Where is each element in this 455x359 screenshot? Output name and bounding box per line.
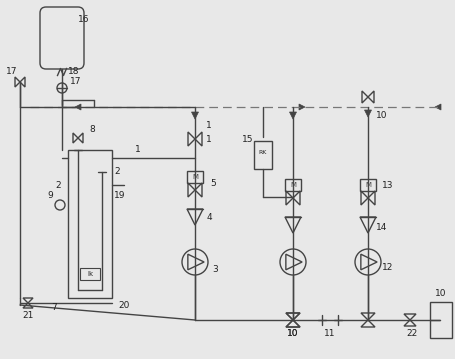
Text: 10: 10 bbox=[375, 111, 387, 120]
Text: 7: 7 bbox=[51, 303, 57, 312]
Text: 5: 5 bbox=[210, 178, 215, 187]
Text: M: M bbox=[289, 182, 295, 188]
Text: 10: 10 bbox=[287, 330, 298, 339]
Text: 3: 3 bbox=[212, 266, 217, 275]
Text: 2: 2 bbox=[114, 168, 120, 177]
Text: 17: 17 bbox=[6, 67, 18, 76]
Text: 13: 13 bbox=[381, 181, 393, 190]
Polygon shape bbox=[75, 104, 81, 110]
Text: 1: 1 bbox=[206, 135, 212, 144]
Text: 15: 15 bbox=[242, 135, 253, 144]
Text: M: M bbox=[364, 182, 370, 188]
Text: 14: 14 bbox=[375, 223, 387, 232]
Text: 17: 17 bbox=[70, 76, 81, 85]
Text: 1: 1 bbox=[135, 145, 141, 154]
Text: 12: 12 bbox=[381, 262, 393, 271]
Text: 10: 10 bbox=[434, 289, 446, 298]
Text: 9: 9 bbox=[47, 191, 53, 200]
Text: 20: 20 bbox=[118, 302, 129, 311]
Text: 11: 11 bbox=[324, 330, 335, 339]
Text: 2: 2 bbox=[55, 181, 61, 190]
Polygon shape bbox=[434, 104, 440, 110]
Text: M: M bbox=[192, 174, 197, 180]
Polygon shape bbox=[298, 104, 304, 110]
Text: 21: 21 bbox=[22, 312, 34, 321]
Text: 4: 4 bbox=[206, 213, 212, 222]
Polygon shape bbox=[191, 112, 198, 119]
Text: 18: 18 bbox=[68, 67, 80, 76]
Text: 19: 19 bbox=[114, 191, 126, 200]
Text: 8: 8 bbox=[89, 126, 95, 135]
Text: 10: 10 bbox=[287, 330, 298, 339]
Text: 16: 16 bbox=[78, 15, 90, 24]
Text: 22: 22 bbox=[405, 330, 417, 339]
Text: RK: RK bbox=[258, 150, 267, 155]
Text: lk: lk bbox=[87, 271, 93, 277]
Polygon shape bbox=[289, 112, 296, 119]
Text: 1: 1 bbox=[206, 121, 212, 130]
Polygon shape bbox=[364, 110, 371, 117]
